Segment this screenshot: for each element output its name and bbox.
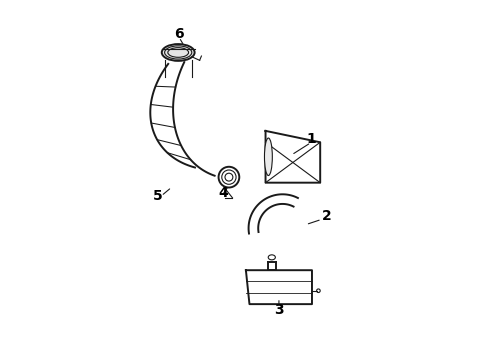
- Polygon shape: [248, 194, 298, 234]
- Polygon shape: [266, 131, 320, 183]
- Ellipse shape: [162, 44, 195, 61]
- Polygon shape: [150, 62, 215, 176]
- Ellipse shape: [265, 138, 272, 176]
- Text: 3: 3: [274, 303, 284, 318]
- Text: 4: 4: [219, 185, 228, 199]
- Text: 1: 1: [306, 132, 316, 146]
- Text: 5: 5: [152, 189, 162, 203]
- Text: 2: 2: [322, 209, 332, 223]
- Text: 6: 6: [174, 27, 184, 41]
- Polygon shape: [246, 270, 312, 304]
